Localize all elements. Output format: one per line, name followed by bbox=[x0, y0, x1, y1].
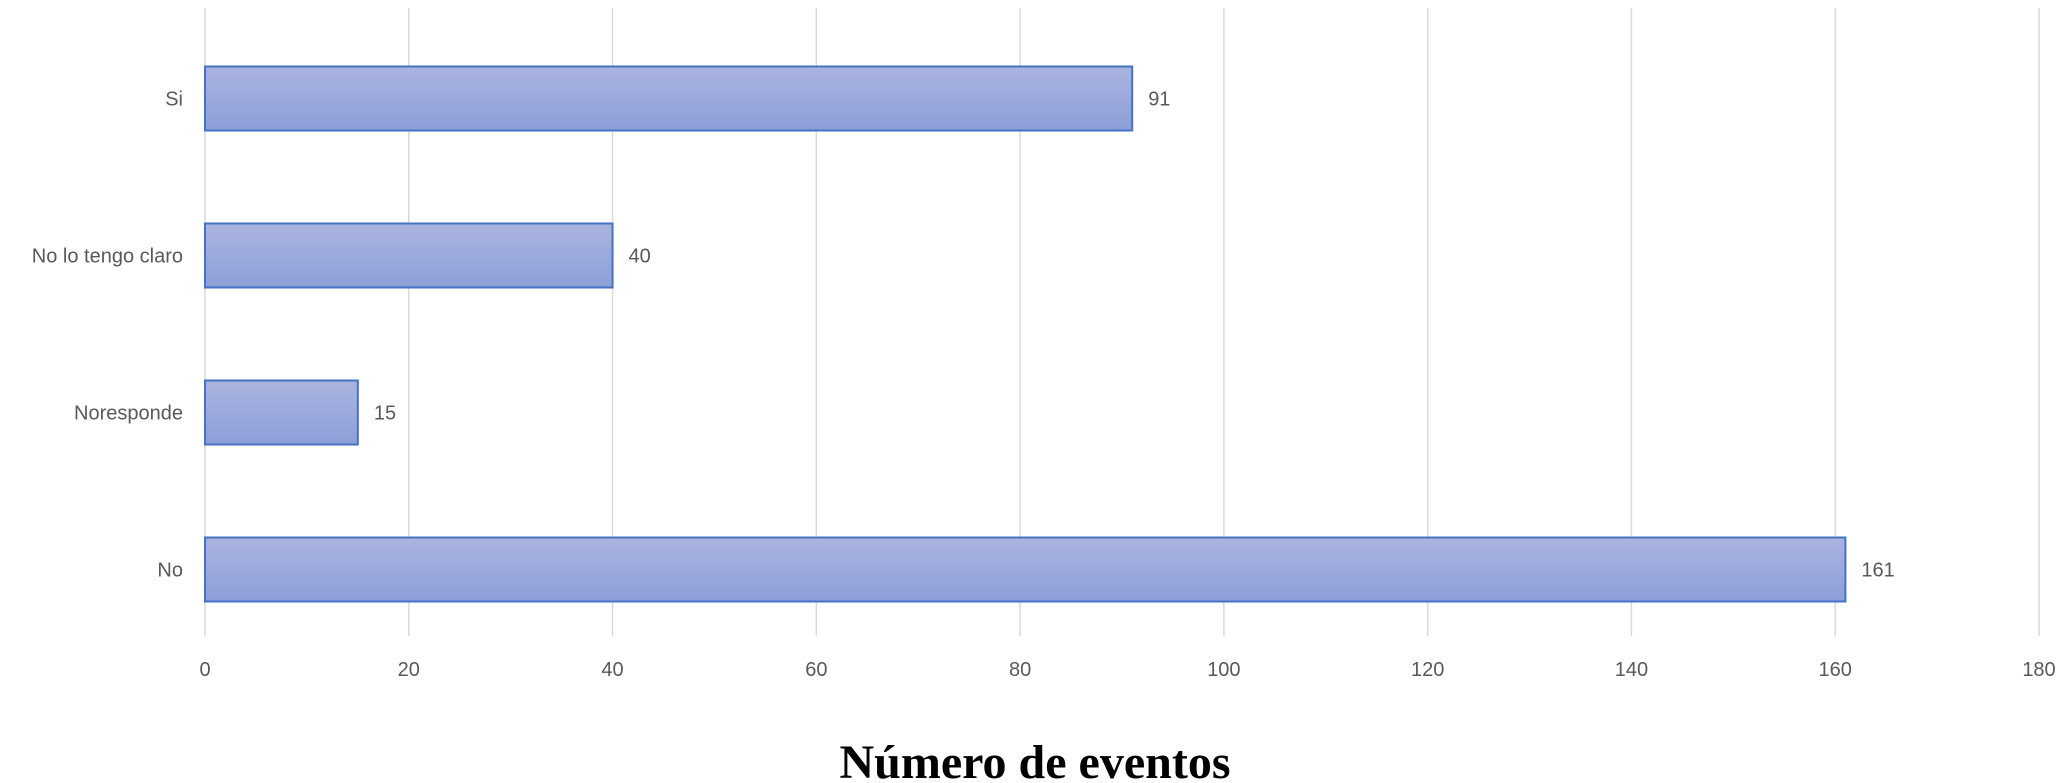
x-tick-label: 20 bbox=[398, 659, 420, 681]
x-tick-label: 40 bbox=[601, 659, 623, 681]
bars bbox=[204, 65, 1847, 603]
category-label: No lo tengo claro bbox=[32, 246, 183, 268]
x-tick-label: 100 bbox=[1207, 659, 1240, 681]
data-labels: 91 40 15 161 bbox=[374, 89, 1895, 582]
category-label: No bbox=[157, 560, 183, 582]
bar bbox=[204, 65, 1134, 132]
x-tick-label: 180 bbox=[2022, 659, 2055, 681]
bar bbox=[204, 536, 1847, 603]
x-tick-label: 60 bbox=[805, 659, 827, 681]
x-tick-label: 0 bbox=[199, 659, 210, 681]
x-tick-label: 120 bbox=[1411, 659, 1444, 681]
bar bbox=[204, 379, 359, 446]
x-tick-label: 80 bbox=[1009, 659, 1031, 681]
x-axis-title: Número de eventos bbox=[839, 736, 1230, 783]
bar-value-label: 91 bbox=[1148, 89, 1170, 111]
category-label: Si bbox=[165, 89, 183, 111]
x-tick-label: 140 bbox=[1615, 659, 1648, 681]
category-labels: Si No lo tengo claro Noresponde No bbox=[32, 89, 183, 582]
bar-value-label: 15 bbox=[374, 403, 396, 425]
bar bbox=[204, 222, 614, 289]
x-tick-labels: 0 20 40 60 80 100 120 140 160 180 bbox=[199, 659, 2055, 681]
x-tick-label: 160 bbox=[1819, 659, 1852, 681]
bar-value-label: 40 bbox=[629, 246, 651, 268]
category-label: Noresponde bbox=[74, 403, 183, 425]
bar-value-label: 161 bbox=[1861, 560, 1894, 582]
